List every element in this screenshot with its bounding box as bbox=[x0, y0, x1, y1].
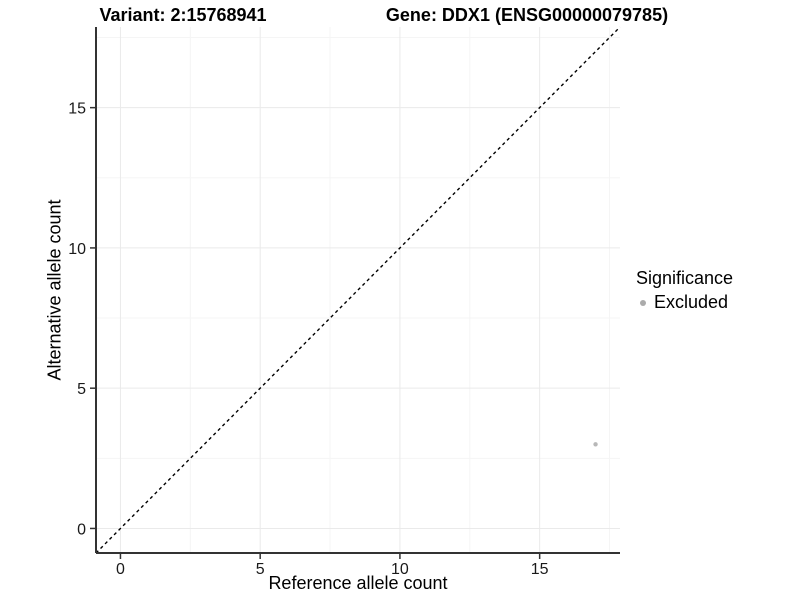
x-tick-label: 0 bbox=[116, 561, 125, 578]
y-axis-title: Alternative allele count bbox=[44, 199, 65, 381]
legend-point-icon bbox=[640, 299, 646, 306]
x-tick-label: 10 bbox=[391, 561, 409, 578]
data-point bbox=[593, 442, 598, 447]
legend-title: Significance bbox=[636, 268, 734, 288]
plot-title-gene: Gene: DDX1 (ENSG00000079785) bbox=[385, 5, 669, 25]
y-tick-label: 15 bbox=[68, 101, 86, 118]
legend-item-label: Excluded bbox=[654, 292, 729, 312]
y-tick-label: 5 bbox=[77, 381, 86, 398]
x-axis-title: Reference allele count bbox=[268, 573, 448, 593]
x-tick-label: 15 bbox=[531, 561, 549, 578]
x-tick-label: 5 bbox=[256, 561, 265, 578]
y-tick-label: 10 bbox=[68, 241, 86, 258]
identity-dashed-line bbox=[95, 26, 621, 554]
legend: Significance Excluded bbox=[636, 268, 733, 313]
y-tick-label: 0 bbox=[77, 521, 86, 538]
legend-item-excluded: Excluded bbox=[636, 292, 733, 313]
plot-title-variant: Variant: 2:15768941 bbox=[99, 5, 267, 25]
